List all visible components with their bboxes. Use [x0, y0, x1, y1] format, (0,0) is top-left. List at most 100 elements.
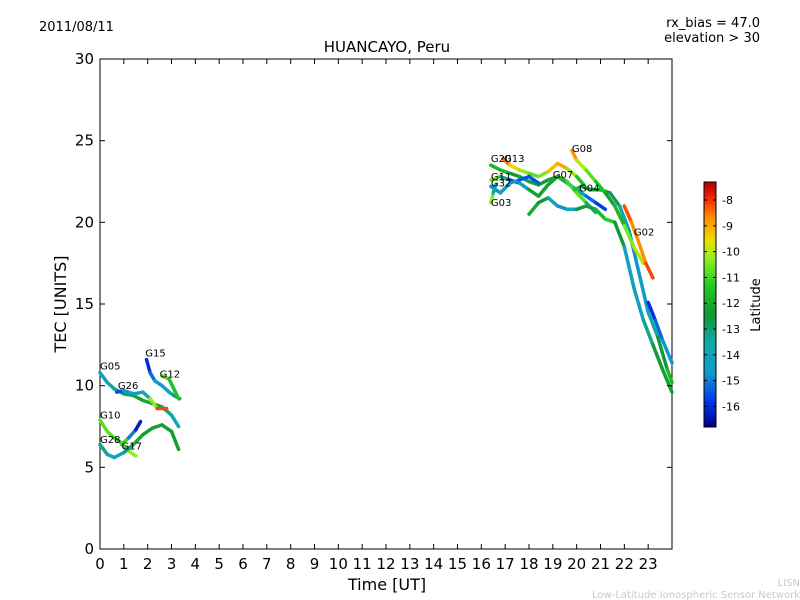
line-segment — [126, 428, 138, 440]
x-axis-label: Time [UT] — [347, 575, 426, 594]
rx-bias-label: rx_bias = 47.0 — [666, 16, 760, 31]
line-segment — [622, 204, 634, 225]
x-tick-label: 16 — [472, 555, 491, 573]
line-segment — [574, 191, 588, 205]
series-g02 — [622, 204, 655, 280]
line-segment — [632, 285, 646, 323]
series-label-g05: G05 — [100, 361, 120, 372]
line-segment — [641, 318, 655, 347]
series-g23 — [646, 300, 674, 365]
x-tick-label: 20 — [567, 555, 586, 573]
y-tick-label: 20 — [75, 213, 94, 231]
x-tick-label: 17 — [496, 555, 515, 573]
line-segment — [167, 377, 181, 401]
y-tick-label: 5 — [84, 458, 94, 476]
colorbar-tick-label: -15 — [722, 375, 740, 388]
colorbar-tick-label: -16 — [722, 400, 740, 413]
x-tick-label: 14 — [424, 555, 443, 573]
line-segment — [98, 370, 109, 385]
series-g28 — [98, 423, 181, 460]
line-segment — [565, 166, 579, 179]
line-segment — [653, 318, 665, 342]
line-segment — [536, 169, 550, 179]
series-label-g32: G32 — [491, 178, 511, 189]
line-segment — [536, 178, 550, 187]
x-tick-label: 21 — [591, 555, 610, 573]
series-g11 — [489, 174, 598, 215]
colorbar-tick-label: -12 — [722, 297, 740, 310]
line-segment — [122, 442, 136, 455]
line-segment — [131, 393, 145, 403]
line-segment — [622, 245, 636, 290]
line-segment — [646, 300, 658, 323]
colorbar-ticks: -8 -9 -10 -11 -12 -13 -14 -15 -16 — [704, 194, 740, 413]
series-label-g04: G04 — [579, 183, 599, 194]
line-segment — [169, 429, 181, 452]
line-segment — [508, 163, 522, 172]
line-segment — [546, 174, 560, 187]
x-tick-label: 10 — [329, 555, 348, 573]
line-segment — [527, 174, 541, 185]
line-segment — [546, 196, 560, 208]
series-g17 — [119, 419, 143, 447]
line-segment — [570, 148, 579, 163]
x-tick-label: 1 — [119, 555, 129, 573]
line-segment — [617, 204, 631, 233]
x-tick-label: 22 — [615, 555, 634, 573]
line-segment — [593, 200, 608, 212]
x-tick-label: 15 — [448, 555, 467, 573]
plot-frame — [99, 58, 673, 550]
series-label-g12: G12 — [160, 370, 180, 381]
line-segment — [546, 161, 560, 174]
x-tick-label: 12 — [376, 555, 395, 573]
line-segment — [141, 426, 155, 437]
line-segment — [613, 220, 627, 249]
y-tick-label: 15 — [75, 295, 94, 313]
line-segment — [489, 163, 503, 172]
line-segment — [622, 223, 636, 249]
line-segment — [629, 220, 641, 244]
line-segment — [584, 168, 598, 184]
line-segment — [112, 450, 126, 460]
line-segment — [126, 449, 138, 458]
line-segment — [517, 181, 531, 192]
line-segment — [536, 183, 550, 198]
x-tick-label: 18 — [519, 555, 538, 573]
line-segment — [491, 183, 498, 195]
series-g08 — [570, 148, 646, 265]
series-g07 — [527, 196, 674, 394]
series-label-g13: G13 — [504, 154, 524, 165]
x-tick-label: 11 — [353, 555, 372, 573]
line-segment — [636, 269, 650, 314]
series-label-g02: G02 — [634, 227, 654, 238]
line-segment — [148, 396, 159, 411]
line-segment — [636, 240, 648, 265]
colorbar-label: Latitude — [749, 278, 764, 332]
colorbar-tick-label: -11 — [722, 271, 740, 284]
x-tick-label: 2 — [143, 555, 153, 573]
line-segment — [613, 204, 627, 228]
series-g03 — [489, 183, 498, 205]
line-segment — [644, 261, 655, 280]
line-segment — [144, 357, 152, 375]
x-tick-label: 13 — [400, 555, 419, 573]
footer-network: Low-Latitude Ionospheric Sensor Network — [592, 590, 800, 600]
colorbar-tick-label: -13 — [722, 323, 740, 336]
line-segment — [527, 187, 541, 198]
series-label-g08: G08 — [572, 144, 592, 155]
series-label-g07: G07 — [553, 170, 573, 181]
line-segment — [603, 191, 617, 208]
series-g13 — [501, 156, 586, 187]
series-label-g03: G03 — [491, 198, 511, 209]
line-segment — [655, 334, 669, 372]
elevation-label: elevation > 30 — [664, 31, 760, 46]
series-g26 — [114, 388, 169, 411]
x-tick-label: 23 — [639, 555, 658, 573]
line-segment — [574, 158, 588, 172]
line-segment — [527, 200, 541, 216]
series-label-g17: G17 — [122, 441, 142, 452]
line-segment — [593, 179, 608, 195]
line-segment — [608, 191, 622, 208]
